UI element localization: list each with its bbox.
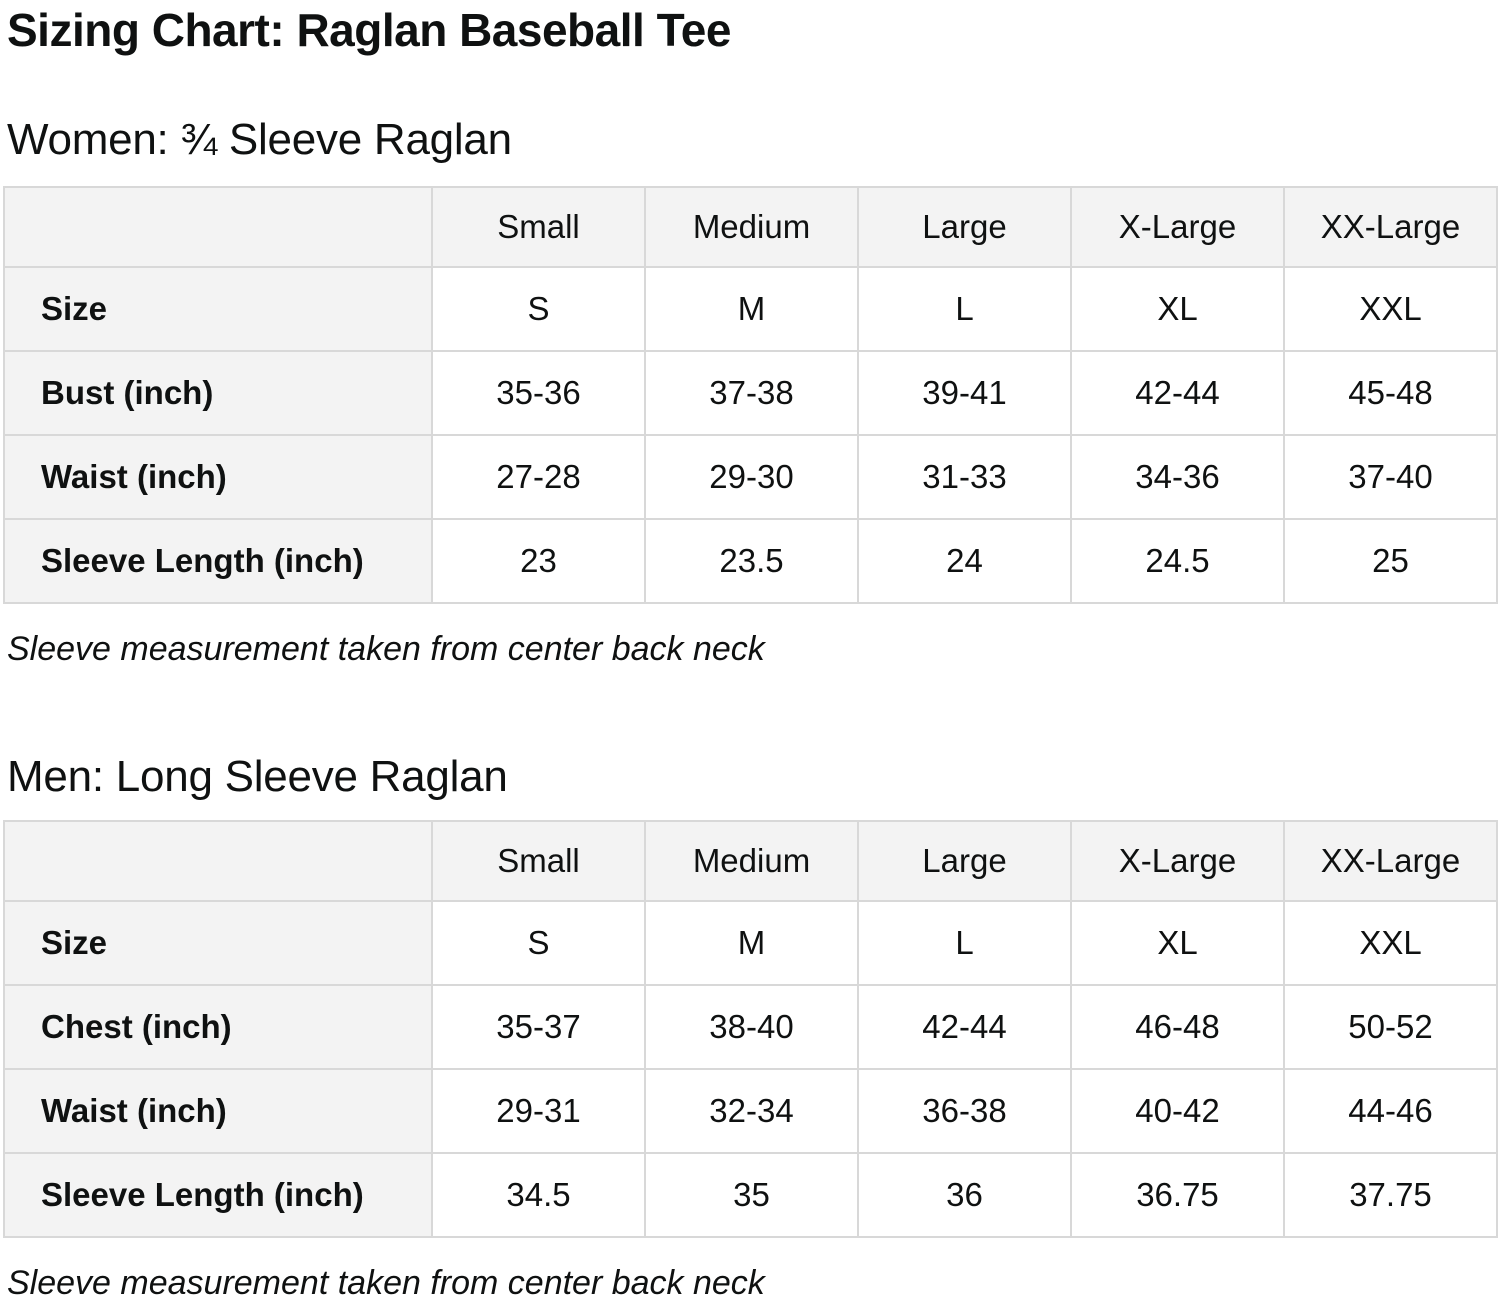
- measurement-row-header: Size: [3, 265, 433, 352]
- size-column-header: X-Large: [1070, 185, 1285, 268]
- measurement-row-header: Sleeve Length (inch): [3, 517, 433, 604]
- measurement-row: Waist (inch) 27-28 29-30 31-33 34-36 37-40: [3, 433, 1498, 520]
- size-column-header: XX-Large: [1283, 819, 1498, 902]
- men-size-table: Small Medium Large X-Large XX-Large Size S M L XL…: [3, 819, 1498, 1238]
- size-value-cell: S: [431, 899, 646, 986]
- women-section: Women: ¾ Sleeve Raglan Small Medium Large X…: [3, 115, 1498, 669]
- size-value-cell: M: [644, 899, 859, 986]
- column-header-row: Small Medium Large X-Large XX-Large: [3, 819, 1498, 902]
- size-column-header: X-Large: [1070, 819, 1285, 902]
- size-value-cell: 27-28: [431, 433, 646, 520]
- women-sleeve-note: Sleeve measurement taken from center bac…: [7, 629, 765, 668]
- size-value-cell: 38-40: [644, 983, 859, 1070]
- size-value-cell: 42-44: [1070, 349, 1285, 436]
- measurement-row-header: Bust (inch): [3, 349, 433, 436]
- size-value-cell: L: [857, 899, 1072, 986]
- size-value-cell: 39-41: [857, 349, 1072, 436]
- measurement-row-header: Waist (inch): [3, 1067, 433, 1154]
- size-value-cell: 44-46: [1283, 1067, 1498, 1154]
- size-value-cell: 24: [857, 517, 1072, 604]
- measurement-row: Sleeve Length (inch) 34.5 35 36 36.75 37.75: [3, 1151, 1498, 1238]
- men-sleeve-note: Sleeve measurement taken from center bac…: [7, 1263, 765, 1302]
- size-value-cell: 23.5: [644, 517, 859, 604]
- measurement-row-header: Size: [3, 899, 433, 986]
- size-value-cell: 36: [857, 1151, 1072, 1238]
- size-value-cell: XXL: [1283, 265, 1498, 352]
- size-value-cell: 34-36: [1070, 433, 1285, 520]
- corner-cell: [3, 185, 433, 268]
- women-size-table: Small Medium Large X-Large XX-Large Size S M L XL…: [3, 185, 1498, 604]
- size-value-cell: S: [431, 265, 646, 352]
- size-value-cell: XL: [1070, 265, 1285, 352]
- size-value-cell: 35-36: [431, 349, 646, 436]
- size-value-cell: 37.75: [1283, 1151, 1498, 1238]
- size-column-header: Medium: [644, 819, 859, 902]
- size-column-header: Small: [431, 819, 646, 902]
- measurement-row-header: Chest (inch): [3, 983, 433, 1070]
- size-value-cell: 36-38: [857, 1067, 1072, 1154]
- corner-cell: [3, 819, 433, 902]
- measurement-row: Bust (inch) 35-36 37-38 39-41 42-44 45-48: [3, 349, 1498, 436]
- size-value-cell: 40-42: [1070, 1067, 1285, 1154]
- size-value-cell: 32-34: [644, 1067, 859, 1154]
- size-column-header: Large: [857, 819, 1072, 902]
- size-column-header: XX-Large: [1283, 185, 1498, 268]
- page-title: Sizing Chart: Raglan Baseball Tee: [7, 4, 731, 56]
- measurement-row: Chest (inch) 35-37 38-40 42-44 46-48 50-52: [3, 983, 1498, 1070]
- size-value-cell: 29-30: [644, 433, 859, 520]
- measurement-row: Waist (inch) 29-31 32-34 36-38 40-42 44-46: [3, 1067, 1498, 1154]
- size-column-header: Medium: [644, 185, 859, 268]
- size-value-cell: 24.5: [1070, 517, 1285, 604]
- size-value-cell: 34.5: [431, 1151, 646, 1238]
- size-value-cell: 36.75: [1070, 1151, 1285, 1238]
- measurement-row-header: Sleeve Length (inch): [3, 1151, 433, 1238]
- measurement-row: Sleeve Length (inch) 23 23.5 24 24.5 25: [3, 517, 1498, 604]
- size-value-cell: 35-37: [431, 983, 646, 1070]
- size-value-cell: 37-38: [644, 349, 859, 436]
- size-value-cell: 50-52: [1283, 983, 1498, 1070]
- measurement-row-header: Waist (inch): [3, 433, 433, 520]
- size-value-cell: M: [644, 265, 859, 352]
- size-column-header: Small: [431, 185, 646, 268]
- size-value-cell: 42-44: [857, 983, 1072, 1070]
- size-value-cell: L: [857, 265, 1072, 352]
- men-section-heading: Men: Long Sleeve Raglan: [7, 752, 508, 802]
- size-value-cell: 37-40: [1283, 433, 1498, 520]
- size-value-cell: 29-31: [431, 1067, 646, 1154]
- size-value-cell: XXL: [1283, 899, 1498, 986]
- size-value-cell: 25: [1283, 517, 1498, 604]
- size-column-header: Large: [857, 185, 1072, 268]
- column-header-row: Small Medium Large X-Large XX-Large: [3, 185, 1498, 268]
- measurement-row: Size S M L XL XXL: [3, 265, 1498, 352]
- size-value-cell: 23: [431, 517, 646, 604]
- size-value-cell: 31-33: [857, 433, 1072, 520]
- size-value-cell: 35: [644, 1151, 859, 1238]
- men-section: Men: Long Sleeve Raglan Small Medium Large…: [3, 752, 1498, 1303]
- size-value-cell: 45-48: [1283, 349, 1498, 436]
- size-value-cell: 46-48: [1070, 983, 1285, 1070]
- women-section-heading: Women: ¾ Sleeve Raglan: [7, 115, 512, 165]
- measurement-row: Size S M L XL XXL: [3, 899, 1498, 986]
- size-value-cell: XL: [1070, 899, 1285, 986]
